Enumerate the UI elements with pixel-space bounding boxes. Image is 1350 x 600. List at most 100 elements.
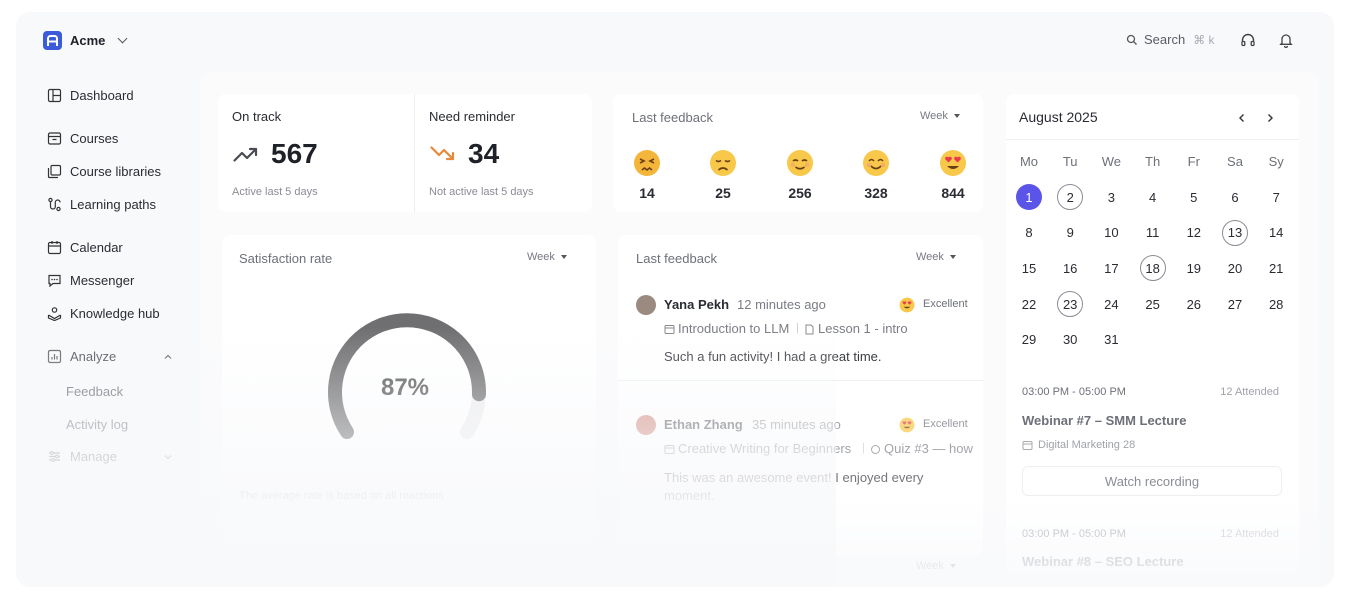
event-title[interactable]: Webinar #8 – SEO Lecture bbox=[1022, 554, 1184, 569]
calendar-day[interactable]: 30 bbox=[1062, 332, 1078, 348]
on-track-label: On track bbox=[232, 109, 282, 124]
trend-up-icon bbox=[233, 147, 258, 162]
main-content: On track 567 Active last 5 days Need rem… bbox=[200, 72, 1319, 587]
on-track-value: 567 bbox=[271, 138, 318, 169]
calendar-day[interactable]: 20 bbox=[1227, 260, 1243, 276]
library-icon bbox=[47, 164, 62, 179]
calendar-day[interactable]: 1 bbox=[1016, 184, 1042, 210]
feedback-count: 256 bbox=[788, 185, 812, 201]
prev-month-icon[interactable] bbox=[1236, 112, 1248, 124]
chart-icon bbox=[47, 349, 62, 364]
feedback-summary-period-select[interactable]: Week bbox=[920, 110, 960, 122]
headphones-icon[interactable] bbox=[1239, 31, 1257, 49]
workspace-switcher[interactable]: Acme bbox=[43, 31, 128, 50]
confounded-face-icon bbox=[634, 150, 660, 176]
sidebar-item-label: Analyze bbox=[70, 349, 117, 364]
period-label: Week bbox=[916, 560, 944, 572]
sidebar-item-course-libraries[interactable]: Course libraries bbox=[47, 164, 161, 179]
calendar-day[interactable]: 18 bbox=[1139, 255, 1166, 282]
calendar-day[interactable]: 11 bbox=[1145, 225, 1160, 241]
sidebar-item-analyze[interactable]: Analyze bbox=[47, 349, 177, 364]
calendar-day[interactable]: 4 bbox=[1148, 189, 1157, 205]
feedback-entry[interactable]: Yana Pekh 12 minutes ago Excellent Intro… bbox=[636, 295, 976, 375]
heart-eyes-face-icon bbox=[940, 150, 966, 176]
feedback-entry[interactable]: Ethan Zhang 35 minutes ago Excellent Cre… bbox=[636, 415, 976, 515]
sidebar-item-label: Knowledge hub bbox=[70, 306, 160, 321]
calendar-icon bbox=[1022, 441, 1033, 450]
sidebar-item-learning-paths[interactable]: Learning paths bbox=[47, 197, 156, 212]
calendar-day[interactable]: 14 bbox=[1268, 225, 1284, 241]
event-attended: 12 Attended bbox=[1220, 386, 1279, 398]
sidebar-item-messenger[interactable]: Messenger bbox=[47, 273, 134, 288]
calendar-day[interactable]: 9 bbox=[1066, 225, 1074, 241]
smiling-face-icon bbox=[863, 150, 889, 176]
sidebar-item-label: Messenger bbox=[70, 273, 135, 288]
calendar-day[interactable]: 27 bbox=[1227, 296, 1243, 312]
period-label: Week bbox=[916, 251, 944, 263]
calendar-day[interactable]: 8 bbox=[1025, 225, 1033, 241]
acme-logo-icon bbox=[43, 31, 62, 50]
feedback-count: 844 bbox=[941, 185, 965, 201]
search-icon bbox=[1126, 34, 1137, 45]
calendar-day[interactable]: 22 bbox=[1021, 296, 1037, 312]
next-month-icon[interactable] bbox=[1264, 112, 1276, 124]
courses-icon bbox=[47, 132, 62, 145]
calendar-day[interactable]: 2 bbox=[1057, 184, 1084, 210]
calendar-day[interactable]: 24 bbox=[1104, 296, 1119, 312]
sidebar-item-dashboard[interactable]: Dashboard bbox=[47, 88, 134, 103]
lesson-progress-period-select[interactable]: Week bbox=[916, 560, 956, 572]
calendar-day[interactable]: 10 bbox=[1104, 225, 1119, 241]
heart-eyes-face-icon bbox=[899, 417, 915, 433]
feedback-summary-title: Last feedback bbox=[632, 110, 713, 125]
calendar-day[interactable]: 19 bbox=[1186, 260, 1202, 276]
search-button[interactable]: Search ⌘ k bbox=[1126, 32, 1215, 47]
dashboard-icon bbox=[47, 88, 62, 103]
calendar-day[interactable]: 12 bbox=[1186, 225, 1202, 241]
sidebar-item-knowledge-hub[interactable]: Knowledge hub bbox=[47, 306, 160, 321]
calendar-month-year: August 2025 bbox=[1019, 109, 1098, 125]
weekday-label: Fr bbox=[1187, 154, 1200, 169]
calendar-day[interactable]: 17 bbox=[1104, 260, 1119, 276]
satisfaction-title: Satisfaction rate bbox=[239, 251, 333, 266]
search-shortcut: ⌘ k bbox=[1193, 32, 1215, 47]
calendar-card: August 2025 Mo Tu We Th Fr Sa Sy 1 2 3 4 5 6 7 8 9 10 11… bbox=[1006, 94, 1299, 574]
calendar-day[interactable]: 15 bbox=[1021, 260, 1037, 276]
path-icon bbox=[48, 197, 61, 212]
calendar-day[interactable]: 16 bbox=[1062, 260, 1078, 276]
bell-icon[interactable] bbox=[1277, 31, 1295, 49]
weekday-label: Th bbox=[1145, 154, 1161, 169]
calendar-day[interactable]: 29 bbox=[1021, 332, 1037, 348]
need-reminder-note: Not active last 5 days bbox=[429, 186, 534, 198]
satisfaction-period-select[interactable]: Week bbox=[527, 251, 567, 263]
quiz-icon bbox=[871, 445, 880, 454]
calendar-day[interactable]: 28 bbox=[1268, 296, 1284, 312]
event-attended: 12 Attended bbox=[1220, 528, 1279, 540]
divider bbox=[1006, 139, 1299, 140]
reviewer-name: Yana Pekh bbox=[664, 297, 730, 312]
calendar-day[interactable]: 25 bbox=[1145, 296, 1160, 312]
calendar-day[interactable]: 7 bbox=[1272, 189, 1280, 205]
sidebar-item-manage[interactable]: Manage bbox=[47, 449, 177, 464]
sidebar-item-calendar[interactable]: Calendar bbox=[47, 240, 123, 255]
calendar-day[interactable]: 3 bbox=[1107, 189, 1115, 205]
watch-recording-button[interactable]: Watch recording bbox=[1022, 466, 1282, 496]
calendar-day[interactable]: 26 bbox=[1186, 296, 1202, 312]
workspace-name: Acme bbox=[70, 33, 106, 48]
calendar-day[interactable]: 13 bbox=[1222, 219, 1248, 246]
feedback-count: 328 bbox=[864, 185, 888, 201]
course-name: Creative Writing for Beginners bbox=[678, 441, 852, 456]
lesson-name: Lesson 1 - intro bbox=[818, 321, 908, 336]
sidebar-item-courses[interactable]: Courses bbox=[47, 131, 118, 146]
calendar-day[interactable]: 6 bbox=[1231, 189, 1239, 205]
calendar-day[interactable]: 31 bbox=[1104, 332, 1119, 348]
satisfaction-gauge: 87% bbox=[328, 313, 486, 439]
calendar-day[interactable]: 5 bbox=[1190, 189, 1198, 205]
stats-card: On track 567 Active last 5 days Need rem… bbox=[218, 94, 592, 212]
last-feedback-period-select[interactable]: Week bbox=[916, 251, 956, 263]
sidebar-subitem-activity-log[interactable]: Activity log bbox=[66, 417, 129, 432]
calendar-day[interactable]: 21 bbox=[1268, 260, 1284, 276]
event-time: 03:00 PM - 05:00 PM bbox=[1022, 528, 1126, 540]
calendar-day[interactable]: 23 bbox=[1057, 291, 1084, 318]
sidebar-subitem-feedback[interactable]: Feedback bbox=[66, 384, 124, 399]
event-title[interactable]: Webinar #7 – SMM Lecture bbox=[1022, 413, 1187, 428]
